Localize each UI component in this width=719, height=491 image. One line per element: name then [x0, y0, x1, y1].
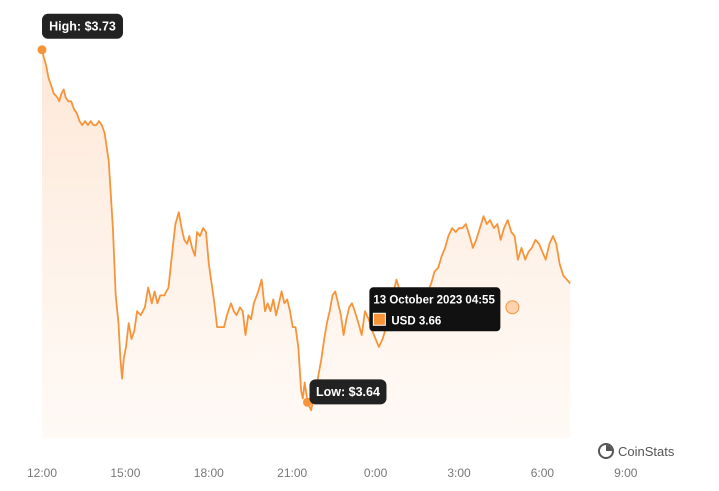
- x-tick-label: 9:00: [614, 466, 638, 480]
- x-tick-label: 18:00: [194, 466, 224, 480]
- tooltip-date: 13 October 2023 04:55: [373, 294, 495, 306]
- coinstats-pie-icon: [598, 443, 614, 459]
- price-line-layer: [41, 49, 571, 412]
- x-axis-ticks: 12:00 15:00 18:00 21:00 0:00 3:00 6:00 9:00: [27, 466, 638, 480]
- series-line: [41, 49, 571, 412]
- hover-marker: [505, 300, 520, 315]
- high-marker: [37, 45, 47, 55]
- low-label: Low: $3.64: [316, 385, 380, 399]
- brand-name: CoinStats: [618, 443, 675, 459]
- high-callout-box: [42, 13, 123, 39]
- x-tick-label: 6:00: [531, 466, 555, 480]
- markers: [37, 45, 520, 407]
- x-tick-label: 3:00: [447, 466, 471, 480]
- x-tick-label: 12:00: [27, 466, 57, 480]
- x-tick-label: 15:00: [110, 466, 140, 480]
- high-callout: High: $3.73: [42, 13, 123, 39]
- price-area: [42, 49, 571, 439]
- tooltip-series-swatch: [372, 312, 386, 326]
- hover-tooltip: 13 October 2023 04:55 USD 3.66: [369, 287, 501, 332]
- low-callout: Low: $3.64: [309, 379, 387, 405]
- low-callout-box: [309, 379, 387, 405]
- tooltip-value: USD 3.66: [391, 315, 441, 327]
- x-tick-label: 0:00: [364, 466, 388, 480]
- x-tick-label: 21:00: [277, 466, 307, 480]
- tooltip-box: [369, 287, 501, 332]
- high-label: High: $3.73: [49, 19, 116, 33]
- area-fill: [42, 49, 571, 439]
- coinstats-brand: CoinStats: [598, 443, 674, 459]
